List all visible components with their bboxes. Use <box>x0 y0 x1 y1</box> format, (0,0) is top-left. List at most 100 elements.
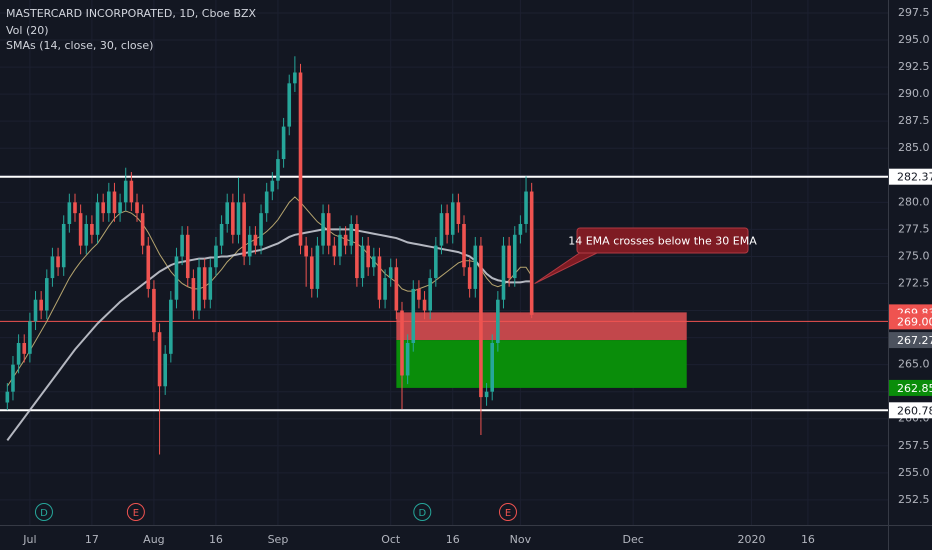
candle-body <box>208 267 213 300</box>
y-tick-label: 290.0 <box>898 87 930 100</box>
x-tick-label: Aug <box>143 533 164 546</box>
price-tag-label: 282.37 <box>897 171 932 184</box>
zone <box>396 340 687 388</box>
candle-body <box>422 299 427 311</box>
candle-body <box>140 213 145 246</box>
candle-body <box>56 256 60 268</box>
event-marker <box>498 503 517 521</box>
sma-line <box>6 228 532 441</box>
candle-body <box>343 234 348 246</box>
x-tick-label: Nov <box>510 533 532 546</box>
candle-body <box>484 391 489 398</box>
candle-body <box>202 267 207 300</box>
candle-body <box>112 191 117 214</box>
indicator-label: SMAs (14, close, 30, close) <box>6 39 153 52</box>
candle-body <box>169 299 173 354</box>
y-tick-label: 277.5 <box>898 222 930 235</box>
candle-body <box>309 256 314 289</box>
candle-body <box>39 299 43 311</box>
candle-body <box>394 267 399 311</box>
candle-body <box>123 180 128 203</box>
event-label: E <box>133 508 139 519</box>
x-tick-label: 16 <box>209 533 223 546</box>
candle-body <box>185 234 190 279</box>
candle-body <box>247 234 252 257</box>
candle-body <box>101 202 105 214</box>
candle-body <box>22 343 27 354</box>
candle-body <box>473 245 478 289</box>
candle-body <box>383 278 387 300</box>
candle-body <box>405 343 410 376</box>
event-label: D <box>40 508 48 519</box>
candle-body <box>129 180 134 203</box>
candle-body <box>281 126 286 160</box>
candle-body <box>276 159 280 181</box>
x-tick-label: Sep <box>268 533 289 546</box>
candle-body <box>332 245 337 257</box>
candle-body <box>95 202 100 235</box>
candle-body <box>298 72 303 246</box>
indicator-label: Vol (20) <box>6 24 49 37</box>
candle-body <box>73 202 77 214</box>
candle-body <box>366 245 370 268</box>
candle-body <box>84 223 89 246</box>
candle-body <box>496 299 500 344</box>
axes: 252.5255.0257.5260.0262.5265.0267.5270.0… <box>22 6 932 546</box>
event-marker <box>34 503 53 521</box>
candle-body <box>50 256 55 279</box>
price-tag-label: 260.78 <box>897 404 932 417</box>
y-tick-label: 255.0 <box>898 466 930 479</box>
chart-title: MASTERCARD INCORPORATED, 1D, Cboe BZX <box>6 7 257 20</box>
candle-body <box>512 234 517 279</box>
candle-body <box>445 213 449 235</box>
candle-body <box>219 223 224 246</box>
candle-body <box>44 278 49 311</box>
y-tick-label: 280.0 <box>898 195 930 208</box>
price-tag-label: 269.00 <box>897 315 932 328</box>
candle-body <box>377 256 382 300</box>
candle-body <box>439 213 444 246</box>
candle-body <box>78 213 83 246</box>
plot: 14 EMA crosses below the 30 EMA D E D E <box>0 56 888 521</box>
x-tick-label: Jul <box>22 533 36 546</box>
y-tick-label: 257.5 <box>898 439 930 452</box>
y-tick-label: 275.0 <box>898 249 930 262</box>
candle-body <box>304 245 308 257</box>
candle-body <box>507 245 511 279</box>
candle-body <box>490 343 495 392</box>
y-tick-label: 252.5 <box>898 493 930 506</box>
candle-body <box>462 223 466 268</box>
x-tick-label: Dec <box>623 533 644 546</box>
candle-body <box>33 299 38 322</box>
price-tag <box>889 332 932 349</box>
candle-body <box>355 223 359 279</box>
candle-body <box>107 191 111 214</box>
sma-line <box>6 196 533 387</box>
x-tick-label: 2020 <box>738 533 766 546</box>
candle-body <box>191 278 196 311</box>
y-tick-label: 265.0 <box>898 358 930 371</box>
candle-body <box>157 332 162 387</box>
candle-body <box>67 202 72 224</box>
y-tick-label: 295.0 <box>898 33 930 46</box>
candle-body <box>501 245 506 300</box>
x-tick-label: 16 <box>446 533 460 546</box>
candle-body <box>270 180 275 192</box>
candle-body <box>236 202 241 235</box>
candle-body <box>467 267 472 289</box>
candle-body <box>428 278 432 311</box>
candle-body <box>11 364 15 392</box>
event-label: D <box>418 508 426 519</box>
y-tick-label: 292.5 <box>898 60 930 73</box>
price-tag-label: 267.27 <box>897 334 932 347</box>
candle-body <box>326 213 331 246</box>
price-tag-label: 262.85 <box>897 382 932 395</box>
candle-body <box>388 267 393 279</box>
annotation-box <box>576 227 749 254</box>
y-tick-label: 287.5 <box>898 114 930 127</box>
candle-body <box>450 202 455 235</box>
candle-body <box>338 234 342 257</box>
